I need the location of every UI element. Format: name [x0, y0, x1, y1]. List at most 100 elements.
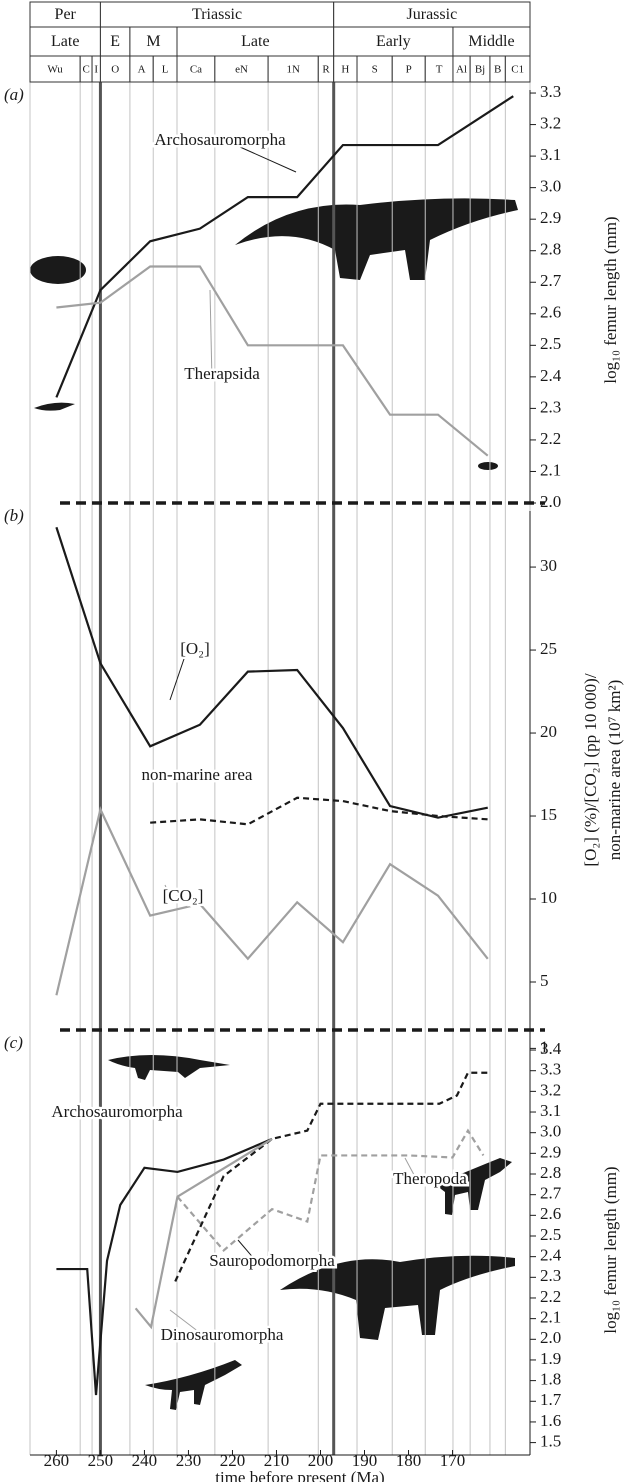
series-label: Theropoda — [393, 1169, 467, 1188]
silhouettes — [30, 198, 518, 1410]
y-tick-label: 2.5 — [540, 1225, 561, 1244]
timescale-label: eN — [235, 64, 248, 76]
series-line — [55, 526, 488, 819]
timescale-label: C — [82, 64, 89, 76]
timescale-cell — [356, 55, 393, 83]
series-label: Therapsida — [184, 364, 260, 383]
y-tick-label: 2.3 — [540, 397, 561, 416]
timescale-label: L — [162, 64, 169, 76]
timescale-label: A — [138, 64, 146, 76]
series-line — [55, 95, 514, 398]
timescale-cell — [99, 1, 335, 28]
timescale-label: C1 — [511, 64, 524, 76]
series-label: Sauropodomorpha — [209, 1251, 335, 1270]
y-tick-label: 20 — [540, 722, 557, 741]
series-label: Archosauromorpha — [154, 130, 286, 149]
leader-line — [237, 1239, 263, 1269]
x-tick-label: 190 — [352, 1451, 378, 1470]
leader-line — [239, 146, 297, 173]
series-line — [150, 796, 488, 826]
leader-line — [169, 1309, 213, 1343]
y-tick-label: 2.9 — [540, 208, 561, 227]
y-tick-label: 2.1 — [540, 460, 561, 479]
y-tick-label: 25 — [540, 639, 557, 658]
timescale-label: Early — [376, 33, 411, 50]
y-tick-label: 2.2 — [540, 429, 561, 448]
y-tick-label: 1.9 — [540, 1349, 561, 1368]
x-tick-label: 180 — [396, 1451, 422, 1470]
panel-label: (b) — [4, 506, 24, 525]
y-tick-label: 1 — [540, 1037, 549, 1056]
x-tick-label: 260 — [44, 1451, 70, 1470]
series-label: [O₂] — [180, 639, 210, 658]
timescale-label: Late — [51, 33, 79, 50]
timescale-cell — [452, 26, 531, 57]
silhouette — [235, 198, 518, 280]
timescale-label: Wu — [47, 64, 63, 76]
y-tick-label: 2.8 — [540, 240, 561, 259]
timescale-cell — [176, 26, 335, 57]
series-line — [56, 265, 489, 457]
x-axis-title: time before present (Ma) — [215, 1468, 384, 1482]
timescale-label: O — [111, 64, 119, 76]
y-axis-title: non-marine area (10⁷ km²) — [605, 680, 624, 860]
timescale-cell — [214, 55, 269, 83]
silhouette — [145, 1360, 242, 1410]
timescale-label: E — [110, 33, 120, 50]
timescale-label: Bj — [475, 64, 485, 76]
y-tick-label: 2.9 — [540, 1142, 561, 1161]
silhouette — [478, 462, 498, 470]
y-axis-title: log₁₀ femur length (mm) — [601, 1166, 620, 1333]
timescale-label: B — [494, 64, 501, 76]
x-tick-label: 200 — [308, 1451, 334, 1470]
x-tick-label: 230 — [176, 1451, 202, 1470]
y-tick-label: 2.3 — [540, 1266, 561, 1285]
y-tick-label: 2.0 — [540, 492, 561, 511]
y-axis-title: [O₂] (%)/[CO₂] (pp 10 000)/ — [581, 673, 600, 866]
silhouette — [34, 402, 75, 411]
leader-line — [209, 289, 213, 382]
timescale-label: Per — [55, 6, 77, 23]
y-tick-label: 15 — [540, 805, 557, 824]
y-tick-label: 2.6 — [540, 1204, 561, 1223]
timescale-label: H — [341, 64, 349, 76]
timescale-label: Jurassic — [407, 6, 458, 23]
y-tick-label: 1.7 — [540, 1390, 562, 1409]
x-tick-label: 210 — [264, 1451, 290, 1470]
y-tick-label: 1.6 — [540, 1411, 561, 1430]
series-line — [134, 1137, 273, 1330]
timescale-label: I — [94, 64, 98, 76]
timescale-label: Triassic — [192, 6, 242, 23]
series-line — [176, 1128, 485, 1253]
timescale-label: S — [372, 64, 378, 76]
y-axis-title: log₁₀ femur length (mm) — [601, 216, 620, 383]
y-tick-label: 5 — [540, 971, 549, 990]
y-tick-label: 2.5 — [540, 334, 561, 353]
y-tick-label: 2.4 — [540, 1246, 562, 1265]
series-label: Archosauromorpha — [51, 1102, 183, 1121]
timescale-label: 1N — [286, 64, 300, 76]
y-tick-label: 2.7 — [540, 1184, 562, 1203]
silhouette — [435, 1158, 512, 1215]
y-tick-label: 3.3 — [540, 82, 561, 101]
y-tick-label: 3.1 — [540, 145, 561, 164]
x-tick-label: 170 — [440, 1451, 466, 1470]
y-tick-label: 3.2 — [540, 113, 561, 132]
timescale-label: P — [406, 64, 412, 76]
panel-label: (a) — [4, 85, 24, 104]
y-tick-label: 3.4 — [540, 1039, 562, 1058]
x-tick-label: 250 — [88, 1451, 114, 1470]
timescale-cell — [99, 55, 131, 83]
x-tick-label: 240 — [132, 1451, 158, 1470]
timescale-label: R — [322, 64, 330, 76]
timescale-cell — [333, 26, 454, 57]
leader-line — [169, 655, 186, 701]
silhouette — [108, 1055, 230, 1080]
y-tick-label: 2.0 — [540, 1328, 561, 1347]
y-tick-label: 2.8 — [540, 1163, 561, 1182]
timescale-label: T — [436, 64, 443, 76]
y-tick-label: 2.1 — [540, 1308, 561, 1327]
y-tick-label: 2.7 — [540, 271, 562, 290]
